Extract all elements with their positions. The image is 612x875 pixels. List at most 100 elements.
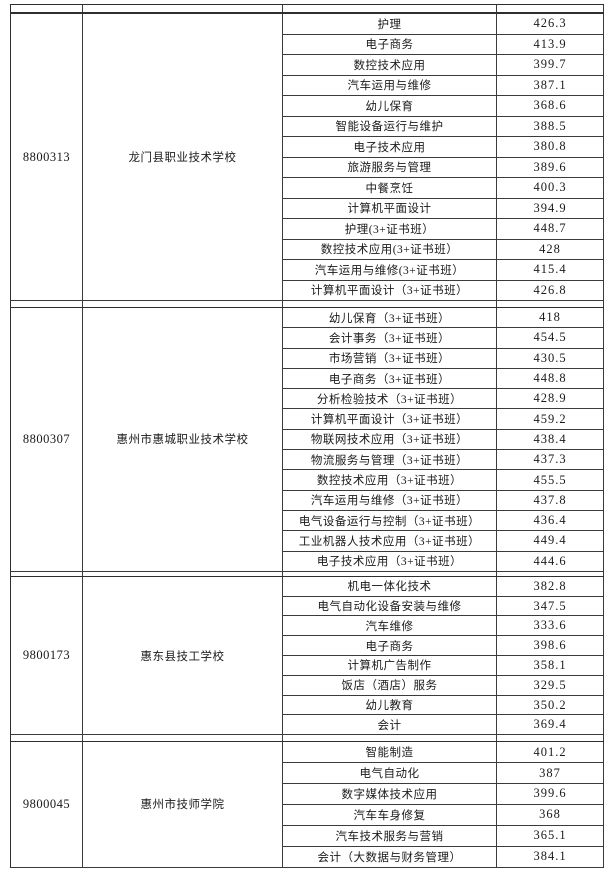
score-cell: 388.5 [497,116,604,137]
score-cell: 437.3 [497,450,604,471]
major-cell: 汽车运用与维修(3+证书班） [283,260,497,281]
remnant-score-cell [497,5,604,13]
score-cell: 368 [497,804,604,826]
major-cell: 数控技术应用(3+证书班） [283,239,497,260]
school-name-cell: 龙门县职业技术学校 [83,14,283,301]
score-cell: 358.1 [497,656,604,676]
major-cell: 电子商务 [283,34,497,55]
gap-col2 [83,571,283,576]
gap-col3 [283,735,497,742]
major-cell: 计算机平面设计 [283,198,497,219]
score-cell: 454.5 [497,328,604,349]
score-cell: 347.5 [497,596,604,617]
score-cell: 426.3 [497,14,604,35]
score-cell: 389.6 [497,157,604,178]
score-cell: 365.1 [497,825,604,847]
gap-col2 [83,735,283,742]
score-cell: 415.4 [497,260,604,281]
major-cell: 智能设备运行与维护 [283,116,497,137]
school-code-cell: 8800307 [11,308,83,572]
score-cell: 387 [497,763,604,785]
block-gap [10,301,604,307]
major-cell: 电子商务（3+证书班） [283,368,497,390]
gap-col1 [11,735,83,742]
score-cell: 333.6 [497,616,604,637]
major-cell: 工业机器人技术应用（3+证书班） [283,531,497,552]
block-gap [10,571,604,576]
major-cell: 机电一体化技术 [283,576,497,597]
score-cell: 380.8 [497,137,604,158]
major-cell: 电气设备运行与控制（3+证书班） [283,510,497,532]
score-cell: 350.2 [497,695,604,716]
major-cell: 汽车维修 [283,616,497,637]
major-cell: 电子商务 [283,636,497,657]
major-cell: 计算机平面设计（3+证书班） [283,280,497,301]
major-cell: 数控技术应用 [283,55,497,76]
major-cell: 分析检验技术（3+证书班） [283,389,497,410]
score-cell: 413.9 [497,34,604,55]
score-cell: 428.9 [497,389,604,410]
remnant-school-cell [83,5,283,13]
gap-col2 [83,301,283,307]
major-cell: 旅游服务与管理 [283,157,497,178]
score-cell: 400.3 [497,178,604,199]
remnant-code-cell [11,5,83,13]
major-cell: 汽车车身修复 [283,804,497,826]
gap-col4 [497,735,604,742]
gap-col4 [497,301,604,307]
major-cell: 物联网技术应用（3+证书班） [283,429,497,451]
major-cell: 电子技术应用（3+证书班） [283,551,497,572]
major-cell: 护理 [283,14,497,35]
major-cell: 电子技术应用 [283,137,497,158]
school-code-cell: 9800173 [11,576,83,736]
score-cell: 384.1 [497,846,604,868]
major-cell: 计算机广告制作 [283,656,497,676]
score-cell: 399.6 [497,784,604,805]
school-name-cell: 惠东县技工学校 [83,576,283,736]
score-cell: 448.7 [497,219,604,240]
score-cell: 399.7 [497,55,604,76]
school-block: 9800173 惠东县技工学校 机电一体化技术 382.8 电气自动化设备安装与… [10,575,604,736]
major-cell: 会计事务（3+证书班） [283,328,497,349]
major-cell: 会计 [283,715,497,736]
major-cell: 中餐烹饪 [283,178,497,199]
gap-col1 [11,571,83,576]
gap-col1 [11,301,83,307]
score-cell: 437.8 [497,490,604,511]
major-cell: 汽车技术服务与营销 [283,825,497,847]
major-cell: 数字媒体技术应用 [283,784,497,805]
score-cell: 369.4 [497,715,604,736]
score-cell: 449.4 [497,531,604,552]
major-cell: 计算机平面设计（3+证书班） [283,409,497,430]
major-cell: 智能制造 [283,742,497,764]
score-cell: 329.5 [497,675,604,696]
school-block: 8800307 惠州市惠城职业技术学校 幼儿保育（3+证书班） 418 会计事务… [10,307,604,572]
previous-block-remnant [10,4,604,13]
score-cell: 455.5 [497,470,604,491]
school-name-cell: 惠州市技师学院 [83,742,283,868]
score-cell: 398.6 [497,636,604,657]
major-cell: 会计（大数据与财务管理） [283,846,497,868]
major-cell: 物流服务与管理（3+证书班） [283,450,497,471]
gap-col3 [283,571,497,576]
score-cell: 448.8 [497,368,604,390]
major-cell: 幼儿保育（3+证书班） [283,308,497,329]
school-code-cell: 9800045 [11,742,83,868]
major-cell: 幼儿教育 [283,695,497,716]
major-cell: 饭店（酒店）服务 [283,675,497,696]
score-cell: 394.9 [497,198,604,219]
gap-col3 [283,301,497,307]
score-cell: 459.2 [497,409,604,430]
major-cell: 汽车运用与维修（3+证书班） [283,490,497,511]
score-cell: 382.8 [497,576,604,597]
school-code-cell: 8800313 [11,14,83,301]
school-block: 8800313 龙门县职业技术学校 护理 426.3 电子商务 413.9 数控… [10,13,604,301]
score-cell: 428 [497,239,604,260]
major-cell: 市场营销（3+证书班） [283,348,497,369]
score-table: 8800313 龙门县职业技术学校 护理 426.3 电子商务 413.9 数控… [10,4,604,868]
major-cell: 汽车运用与维修 [283,75,497,96]
score-cell: 401.2 [497,742,604,764]
remnant-major-cell [283,5,497,13]
major-cell: 电气自动化 [283,763,497,785]
